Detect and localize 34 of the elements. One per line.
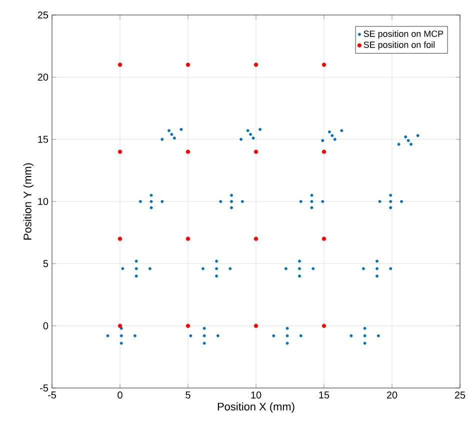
point [186, 150, 190, 154]
y-tick-label: 10 [38, 198, 48, 206]
point [186, 324, 190, 328]
x-tick-label: 5 [186, 392, 190, 398]
y-tick-label: 15 [38, 136, 48, 143]
point [322, 324, 326, 328]
y-tick-label: -5 [40, 384, 48, 392]
y-tick-label: 0 [43, 322, 48, 330]
point [118, 324, 122, 328]
point [118, 150, 122, 154]
x-tick-label: 25 [454, 392, 466, 399]
legend-label: SE position on MCP [364, 30, 444, 39]
y-tick-label: 20 [38, 74, 48, 81]
point [254, 62, 258, 67]
point [186, 236, 190, 241]
y-tick-label: 5 [43, 260, 48, 268]
x-tick-label: 15 [319, 392, 330, 398]
point [322, 62, 326, 67]
point [254, 236, 258, 241]
x-tick-label: 20 [386, 392, 398, 399]
point [118, 236, 122, 241]
y-axis-title: Position Y (mm) [23, 163, 34, 240]
x-tick-label: -5 [48, 392, 56, 398]
x-axis-title: Position X (mm) [218, 402, 294, 413]
point [186, 62, 190, 67]
point [322, 236, 326, 241]
point [322, 150, 326, 154]
point [254, 150, 258, 154]
point [118, 62, 122, 67]
point [254, 324, 258, 328]
x-tick-label: 10 [251, 392, 262, 399]
x-tick-label: 0 [118, 392, 122, 399]
y-tick-label: 25 [38, 11, 48, 19]
legend-label: SE position on foil [364, 41, 434, 50]
